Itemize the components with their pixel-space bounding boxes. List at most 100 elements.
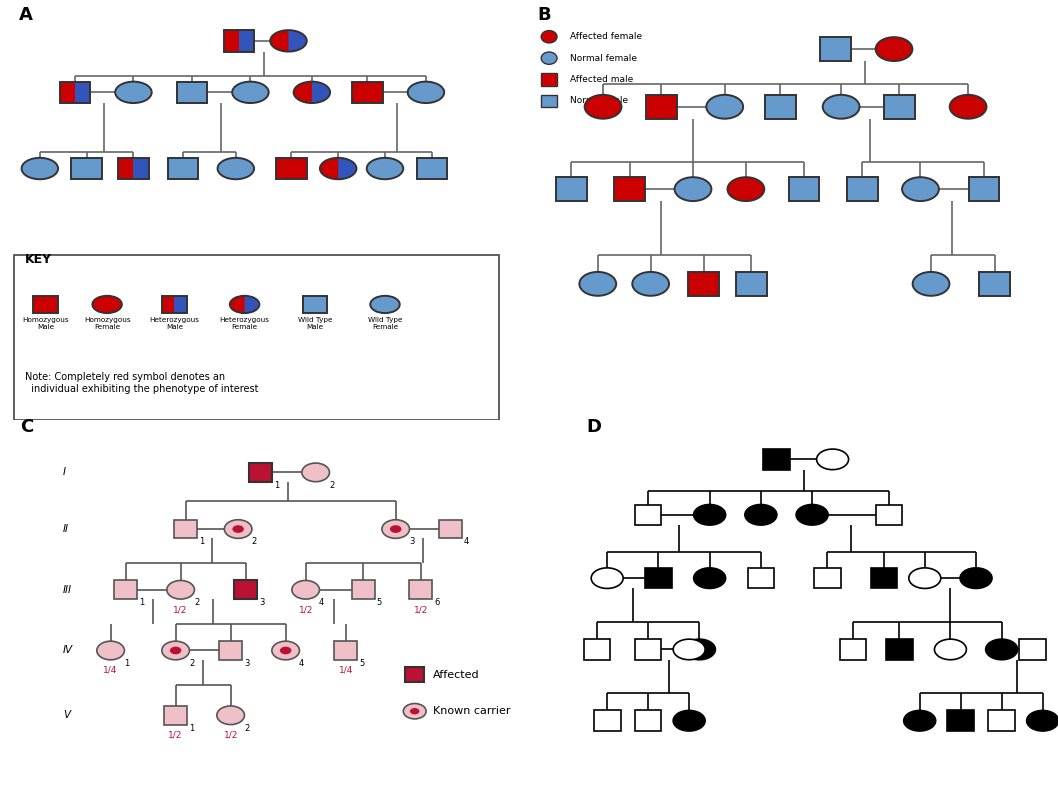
Bar xyxy=(645,568,672,588)
Bar xyxy=(736,272,766,295)
Text: 6: 6 xyxy=(434,598,439,607)
Text: 5: 5 xyxy=(359,659,364,668)
Ellipse shape xyxy=(876,37,912,61)
Bar xyxy=(223,30,254,51)
Bar xyxy=(748,568,774,588)
Ellipse shape xyxy=(823,95,859,119)
Bar xyxy=(886,639,912,660)
Bar xyxy=(164,706,187,725)
Bar xyxy=(417,158,446,179)
Ellipse shape xyxy=(934,639,966,660)
Text: V: V xyxy=(63,710,70,720)
Text: Normal male: Normal male xyxy=(570,97,628,105)
Bar xyxy=(334,642,358,660)
Ellipse shape xyxy=(542,31,557,43)
Bar xyxy=(689,272,719,295)
Ellipse shape xyxy=(170,646,181,654)
Ellipse shape xyxy=(233,525,244,533)
Ellipse shape xyxy=(167,581,195,599)
Text: 3: 3 xyxy=(259,598,264,607)
Text: Note: Completely red symbol denotes an
  individual exhibiting the phenotype of : Note: Completely red symbol denotes an i… xyxy=(25,372,259,394)
Ellipse shape xyxy=(694,505,726,525)
Bar xyxy=(584,639,610,660)
Ellipse shape xyxy=(409,708,419,714)
Text: 1: 1 xyxy=(139,598,144,607)
Ellipse shape xyxy=(367,158,403,179)
Ellipse shape xyxy=(115,82,151,103)
Ellipse shape xyxy=(230,295,259,313)
Text: 1: 1 xyxy=(199,538,204,546)
Bar xyxy=(405,667,424,683)
Bar xyxy=(821,37,852,61)
Ellipse shape xyxy=(382,520,409,539)
Ellipse shape xyxy=(294,82,330,103)
Text: 2: 2 xyxy=(194,598,199,607)
Bar xyxy=(884,95,914,119)
Polygon shape xyxy=(289,30,307,51)
Text: 1/2: 1/2 xyxy=(298,605,313,614)
Ellipse shape xyxy=(92,295,122,313)
Ellipse shape xyxy=(673,710,705,731)
Text: 2: 2 xyxy=(189,659,195,668)
Text: II: II xyxy=(63,524,69,534)
Bar xyxy=(234,581,257,599)
Text: 1: 1 xyxy=(124,659,129,668)
Ellipse shape xyxy=(909,568,941,588)
Text: IV: IV xyxy=(63,645,73,656)
Text: 1: 1 xyxy=(274,481,279,489)
Bar xyxy=(219,642,242,660)
Ellipse shape xyxy=(913,272,949,295)
Ellipse shape xyxy=(96,642,125,660)
Text: 4: 4 xyxy=(464,538,470,546)
Bar xyxy=(439,520,462,539)
Bar xyxy=(118,158,148,179)
Text: 3: 3 xyxy=(409,538,415,546)
Ellipse shape xyxy=(272,642,299,660)
Text: Homozygous
Female: Homozygous Female xyxy=(84,318,130,330)
Bar xyxy=(276,158,307,179)
Bar xyxy=(988,710,1015,731)
Polygon shape xyxy=(223,30,239,51)
Bar xyxy=(635,639,661,660)
Polygon shape xyxy=(162,295,175,313)
Bar xyxy=(969,177,1000,201)
Bar xyxy=(594,710,620,731)
Polygon shape xyxy=(59,82,75,103)
Bar xyxy=(409,581,433,599)
Text: 4: 4 xyxy=(299,659,305,668)
Text: D: D xyxy=(587,417,602,436)
Ellipse shape xyxy=(580,272,616,295)
Polygon shape xyxy=(75,82,90,103)
Bar xyxy=(763,449,789,470)
Polygon shape xyxy=(244,295,259,313)
Text: Wild Type
Male: Wild Type Male xyxy=(297,318,332,330)
Ellipse shape xyxy=(745,505,777,525)
Ellipse shape xyxy=(728,177,764,201)
Ellipse shape xyxy=(591,568,623,588)
Ellipse shape xyxy=(902,177,938,201)
Ellipse shape xyxy=(302,463,329,482)
Bar xyxy=(351,581,375,599)
Ellipse shape xyxy=(904,710,935,731)
Bar xyxy=(980,272,1010,295)
Ellipse shape xyxy=(683,639,715,660)
Bar xyxy=(614,177,645,201)
Ellipse shape xyxy=(633,272,669,295)
Text: 2: 2 xyxy=(329,481,334,489)
Ellipse shape xyxy=(320,158,357,179)
Ellipse shape xyxy=(270,30,307,51)
Ellipse shape xyxy=(542,52,557,64)
Text: 1/2: 1/2 xyxy=(168,731,183,740)
Text: Homozygous
Male: Homozygous Male xyxy=(22,318,69,330)
Ellipse shape xyxy=(217,706,244,725)
Ellipse shape xyxy=(280,646,291,654)
Bar xyxy=(177,82,207,103)
Ellipse shape xyxy=(986,639,1018,660)
Ellipse shape xyxy=(675,177,711,201)
Polygon shape xyxy=(312,82,330,103)
Polygon shape xyxy=(175,295,186,313)
Text: Known carrier: Known carrier xyxy=(433,706,511,716)
FancyBboxPatch shape xyxy=(14,255,499,420)
Ellipse shape xyxy=(673,639,705,660)
Bar xyxy=(557,177,587,201)
